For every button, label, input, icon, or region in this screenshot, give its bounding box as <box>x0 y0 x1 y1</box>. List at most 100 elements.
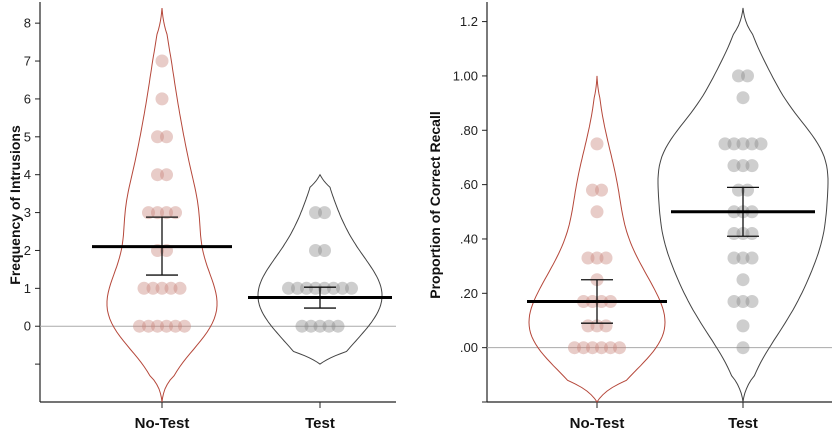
data-point <box>754 137 768 151</box>
violin-outline-test <box>257 173 383 365</box>
data-point <box>345 281 358 295</box>
data-point <box>318 281 331 295</box>
y-tick-label: .00 <box>460 340 478 355</box>
y-tick-label: 0 <box>24 319 31 334</box>
y-tick-label: 3 <box>24 205 31 220</box>
y-tick-label: 6 <box>24 91 31 106</box>
data-point <box>599 319 613 333</box>
data-point <box>178 319 191 333</box>
data-point <box>160 319 173 333</box>
data-point <box>142 319 155 333</box>
data-point <box>173 281 187 295</box>
data-point <box>745 137 759 151</box>
data-point <box>727 251 741 265</box>
data-point <box>599 251 613 265</box>
y-tick-label: 1 <box>24 281 31 296</box>
data-point <box>604 341 617 355</box>
data-point <box>164 281 178 295</box>
data-point <box>155 54 169 68</box>
data-point <box>291 281 304 295</box>
data-point <box>142 206 155 220</box>
data-point <box>313 319 327 333</box>
y-tick-label: .60 <box>460 177 478 192</box>
data-point <box>309 244 322 257</box>
data-point <box>146 281 160 295</box>
data-point <box>151 206 164 220</box>
data-point <box>309 206 322 220</box>
data-point <box>613 341 626 355</box>
data-point <box>295 319 309 333</box>
data-point <box>736 273 750 287</box>
intrusions-panel: 0 1 2 3 4 5 6 7 8 Frequency of Intrusions No-Test T… <box>7 2 396 432</box>
y-tick-label: .20 <box>460 286 478 301</box>
violin-outline-no-test <box>106 7 218 403</box>
data-point <box>586 341 599 355</box>
y-tick-label: 2 <box>24 243 31 258</box>
data-point <box>718 137 732 151</box>
data-point <box>745 251 759 265</box>
data-point <box>741 69 754 83</box>
data-point <box>736 137 750 151</box>
data-point <box>736 91 750 105</box>
data-point <box>133 319 146 333</box>
y-tick-label: 1.00 <box>453 68 478 83</box>
data-point <box>304 319 318 333</box>
data-point <box>745 295 759 308</box>
data-point <box>590 205 604 219</box>
y-tick-label: 4 <box>24 167 31 182</box>
data-point <box>155 281 169 295</box>
y-tick-label: 7 <box>24 54 31 69</box>
y-tick-label: 1.2 <box>460 14 478 29</box>
y-axis-label: Frequency of Intrusions <box>7 125 23 285</box>
data-point <box>300 281 313 295</box>
data-point <box>595 341 608 355</box>
data-point <box>745 227 759 240</box>
data-point <box>151 130 164 144</box>
data-point <box>318 206 331 220</box>
x-tick-label: No-Test <box>135 415 190 432</box>
y-tick-label: 8 <box>24 16 31 31</box>
data-point <box>151 168 164 182</box>
violin-outline-test <box>657 7 829 403</box>
data-point <box>137 281 151 295</box>
data-point <box>736 295 750 308</box>
data-point <box>745 159 759 173</box>
violin-outline-no-test <box>528 75 666 403</box>
data-point <box>322 319 336 333</box>
data-point <box>727 137 741 151</box>
data-point <box>331 319 345 333</box>
data-point <box>160 168 173 182</box>
data-point <box>586 183 599 197</box>
data-point <box>169 206 182 220</box>
y-tick-label: .80 <box>460 123 478 138</box>
data-point <box>581 251 595 265</box>
data-point <box>318 244 331 257</box>
data-point <box>309 281 322 295</box>
data-point <box>590 137 604 151</box>
data-point <box>727 159 741 173</box>
x-tick-label: No-Test <box>570 415 625 432</box>
data-point <box>590 251 604 265</box>
data-point <box>727 295 741 308</box>
data-point <box>160 130 173 144</box>
data-point <box>336 281 349 295</box>
data-point <box>568 341 581 355</box>
x-tick-label: Test <box>305 415 335 432</box>
data-point <box>577 341 590 355</box>
data-point <box>169 319 182 333</box>
x-tick-label: Test <box>728 415 758 432</box>
data-point <box>327 281 340 295</box>
data-point <box>732 69 745 83</box>
data-point <box>151 319 164 333</box>
y-tick-label: .40 <box>460 231 478 246</box>
data-point <box>595 183 608 197</box>
data-point <box>736 319 750 333</box>
data-point <box>282 281 295 295</box>
recall-panel: .00 .20 .40 .60 .80 1.00 1.2 Proportion of Corr… <box>427 2 832 432</box>
data-point <box>155 92 169 106</box>
data-point <box>736 251 750 265</box>
data-point <box>160 206 173 220</box>
data-point <box>736 341 750 355</box>
y-tick-label: 5 <box>24 129 31 144</box>
